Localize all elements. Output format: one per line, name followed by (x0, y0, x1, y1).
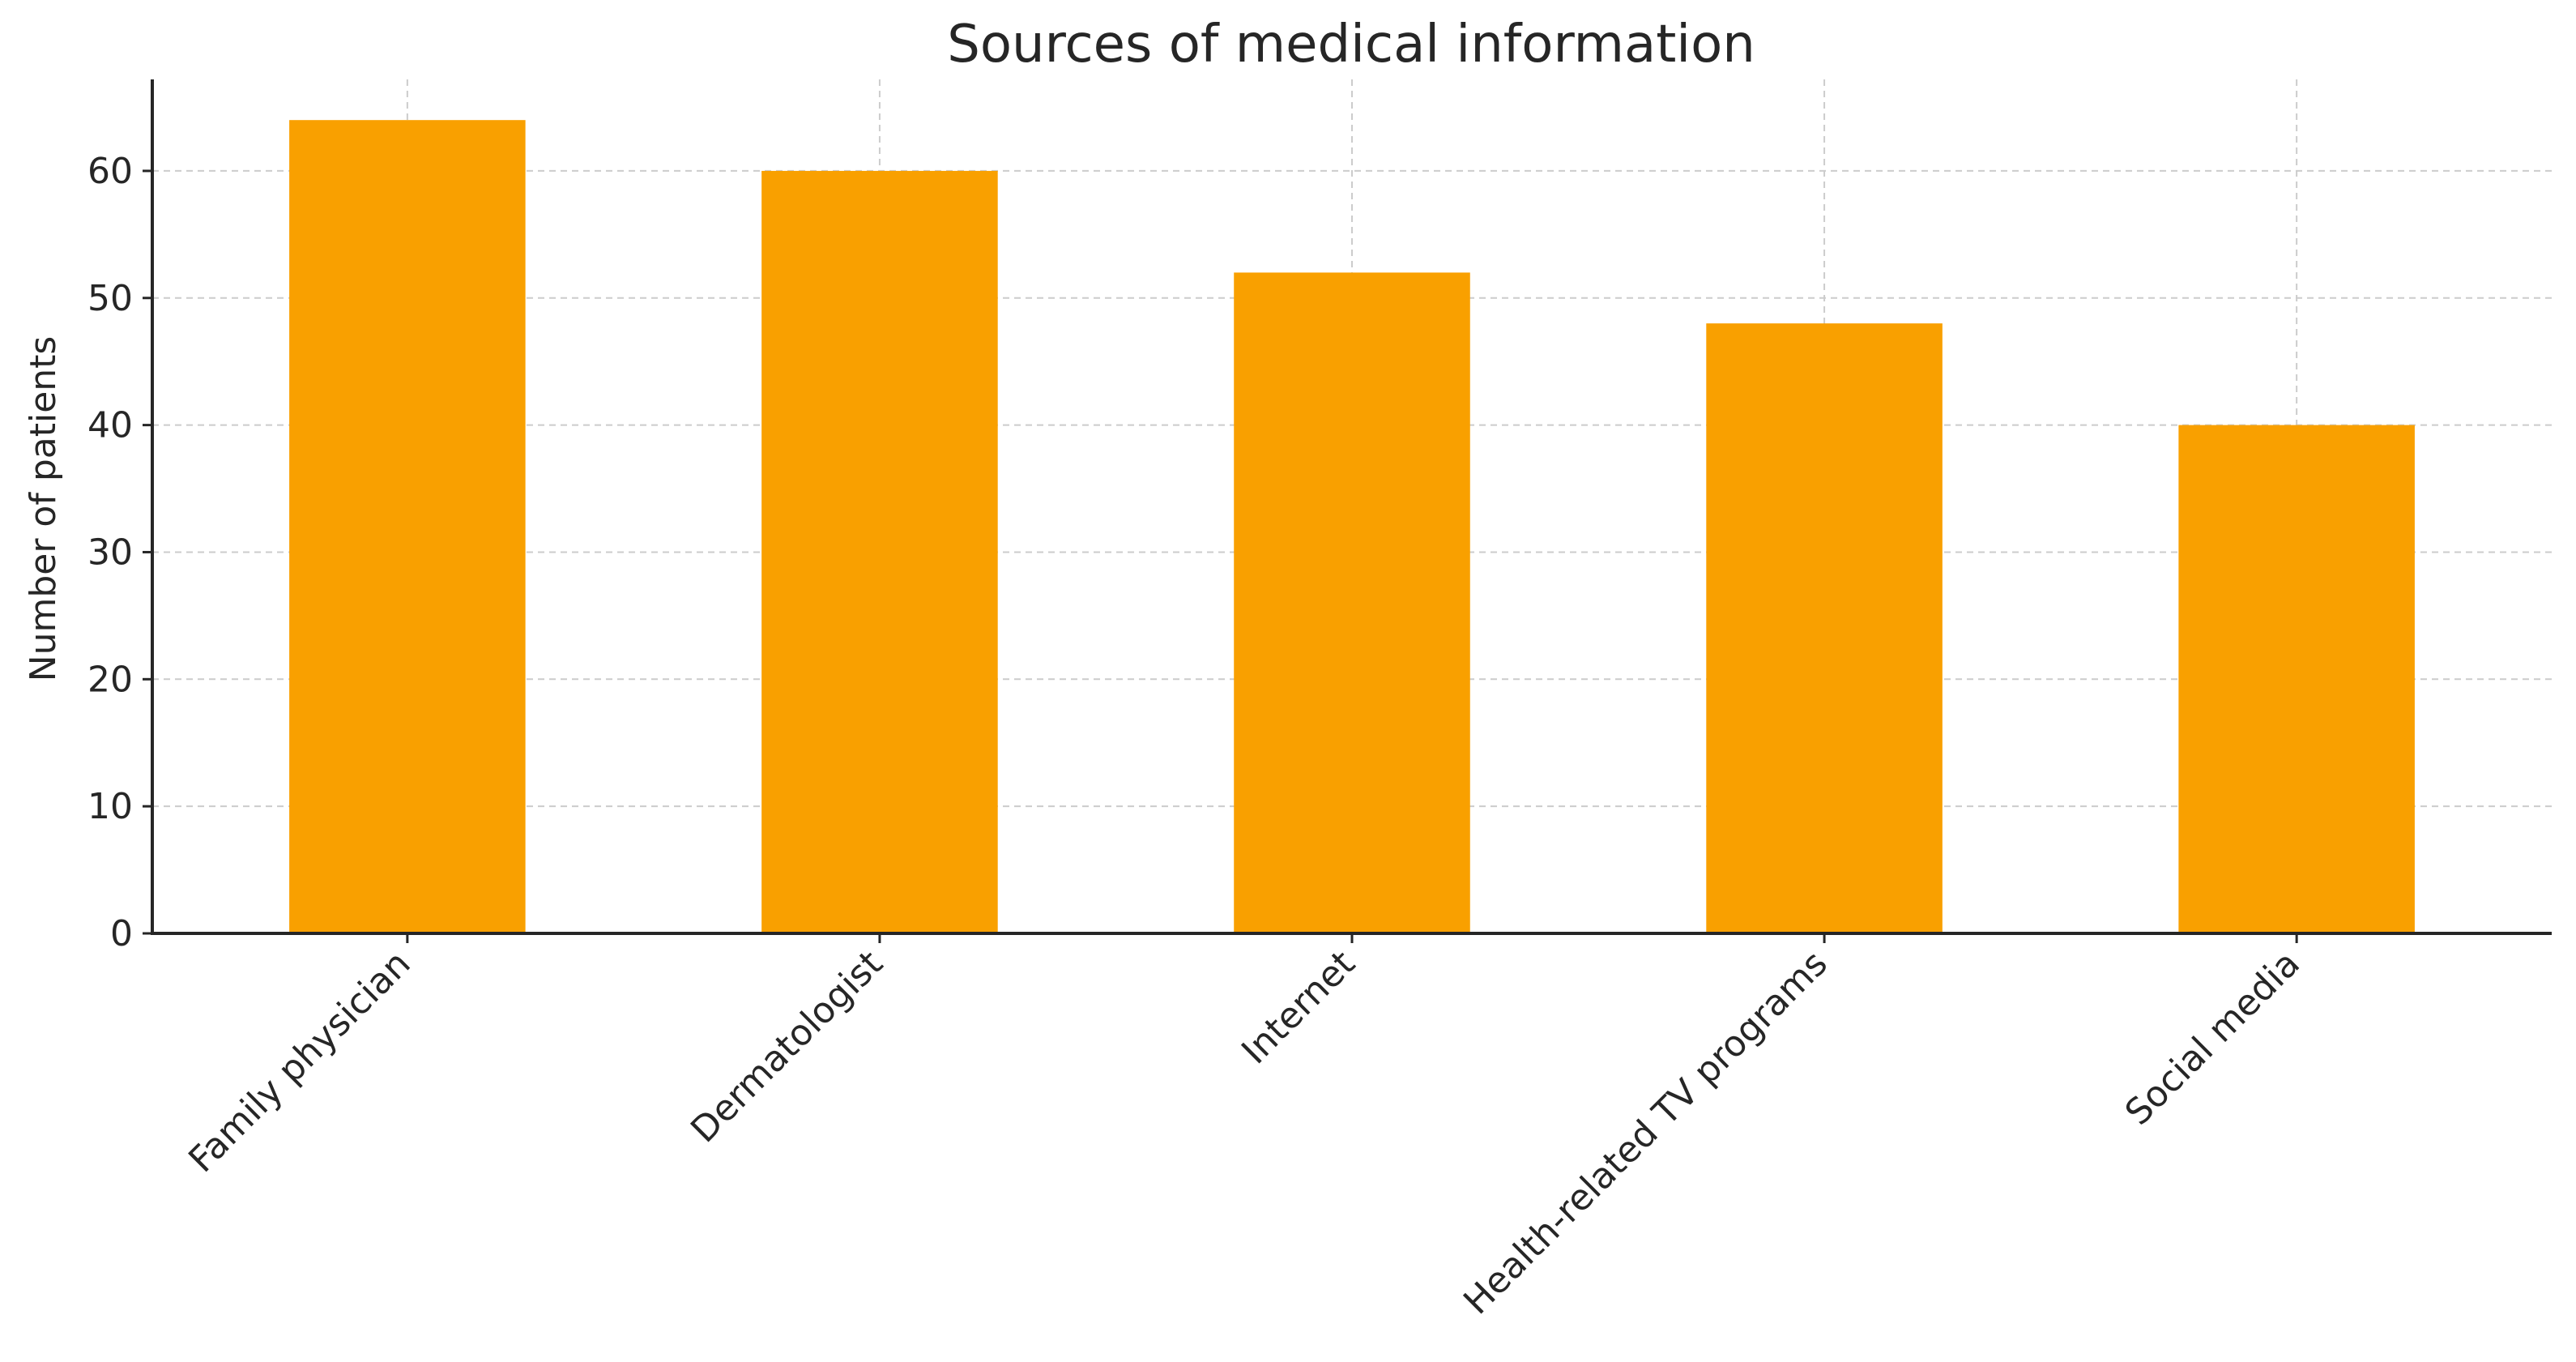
x-tick-label: Social media (2118, 943, 2308, 1134)
y-tick-label: 50 (87, 278, 133, 319)
bar (1234, 272, 1470, 933)
bar (2178, 425, 2415, 933)
x-tick-label: Internet (1234, 943, 1363, 1073)
y-tick-label: 20 (87, 659, 133, 700)
y-tick-label: 60 (87, 151, 133, 192)
x-tick-label: Family physician (181, 943, 418, 1181)
bar (761, 170, 998, 933)
x-tick-label: Health-related TV programs (1456, 943, 1836, 1323)
x-tick-label: Dermatologist (683, 943, 891, 1151)
y-tick-label: 40 (87, 405, 133, 446)
bar (1706, 323, 1943, 934)
bar (289, 120, 526, 933)
y-tick-label: 10 (87, 786, 133, 827)
y-axis-label: Number of patients (23, 336, 64, 682)
chart-title: Sources of medical information (947, 15, 1755, 75)
bars (289, 120, 2415, 934)
x-ticks: Family physician Dermatologist Internet Hea… (181, 933, 2308, 1322)
y-tick-label: 30 (87, 532, 133, 573)
y-ticks: 0 10 20 30 40 50 60 (87, 151, 152, 954)
y-tick-label: 0 (110, 913, 133, 954)
